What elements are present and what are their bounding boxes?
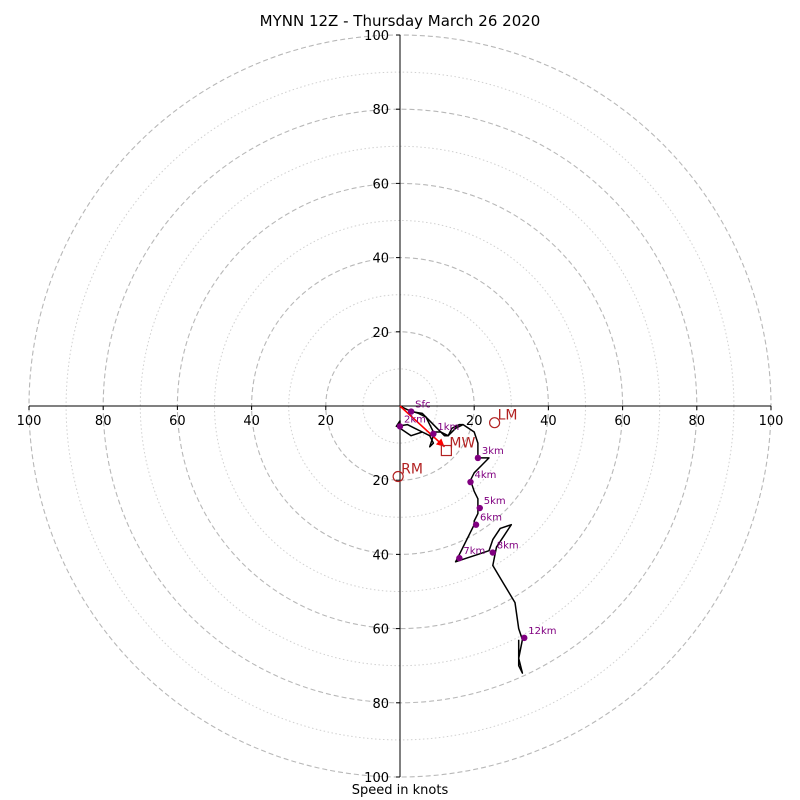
x-tick-label: 20: [318, 414, 335, 429]
height-label-1km: 1km: [437, 422, 459, 433]
x-tick-label: 100: [759, 414, 784, 429]
y-tick-label: 40: [372, 548, 389, 563]
shear-vector-line: [399, 405, 446, 448]
x-tick-label: 20: [466, 414, 483, 429]
x-tick-label: 40: [540, 414, 557, 429]
x-tick-label: 80: [95, 414, 112, 429]
y-tick-label: 60: [372, 177, 389, 192]
height-label-12km: 12km: [528, 626, 556, 637]
height-label-3km: 3km: [482, 446, 504, 457]
y-tick-label: 20: [372, 326, 389, 341]
x-axis-label: Speed in knots: [351, 783, 449, 798]
x-tick-label: 60: [614, 414, 631, 429]
height-label-8km: 8km: [497, 541, 519, 552]
height-marker-4km: [467, 478, 474, 486]
x-tick-label: 60: [169, 414, 186, 429]
height-marker-3km: [474, 454, 482, 462]
y-tick-label: 100: [364, 771, 389, 786]
height-marker-12km: [521, 634, 528, 642]
height-label-Sfc: Sfc: [415, 400, 430, 411]
x-tick-label: 80: [689, 414, 706, 429]
y-tick-label: 60: [372, 623, 389, 638]
x-tick-label: 40: [243, 414, 260, 429]
height-label-6km: 6km: [480, 513, 502, 524]
height-label-5km: 5km: [484, 496, 506, 507]
right-mover-label: RM: [401, 461, 423, 477]
left-mover-marker: [489, 417, 501, 429]
height-label-4km: 4km: [474, 470, 496, 481]
height-marker-Sfc: [407, 408, 415, 415]
hodograph-trace-upper: [410, 410, 524, 674]
right-mover-marker: [392, 470, 404, 483]
y-tick-label: 40: [372, 252, 389, 267]
height-marker-2km: [396, 423, 404, 430]
height-marker-5km: [476, 504, 483, 512]
height-label-2km: 2km: [404, 414, 426, 425]
mean-wind-label: MW: [449, 436, 475, 452]
mean-wind-marker: [440, 444, 452, 457]
y-tick-label: 20: [372, 474, 389, 489]
y-tick-label: 80: [372, 103, 389, 118]
y-tick-label: 80: [372, 697, 389, 712]
height-marker-6km: [472, 521, 480, 528]
height-marker-1km: [430, 430, 437, 438]
chart-title: MYNN 12Z - Thursday March 26 2020: [259, 12, 541, 30]
height-marker-8km: [489, 549, 496, 556]
x-tick-label: 100: [17, 414, 42, 429]
height-label-7km: 7km: [463, 546, 485, 557]
y-tick-label: 100: [364, 29, 389, 44]
left-mover-label: LM: [498, 408, 518, 424]
shear-vector-arrowhead: [435, 438, 445, 447]
height-marker-7km: [456, 554, 463, 562]
